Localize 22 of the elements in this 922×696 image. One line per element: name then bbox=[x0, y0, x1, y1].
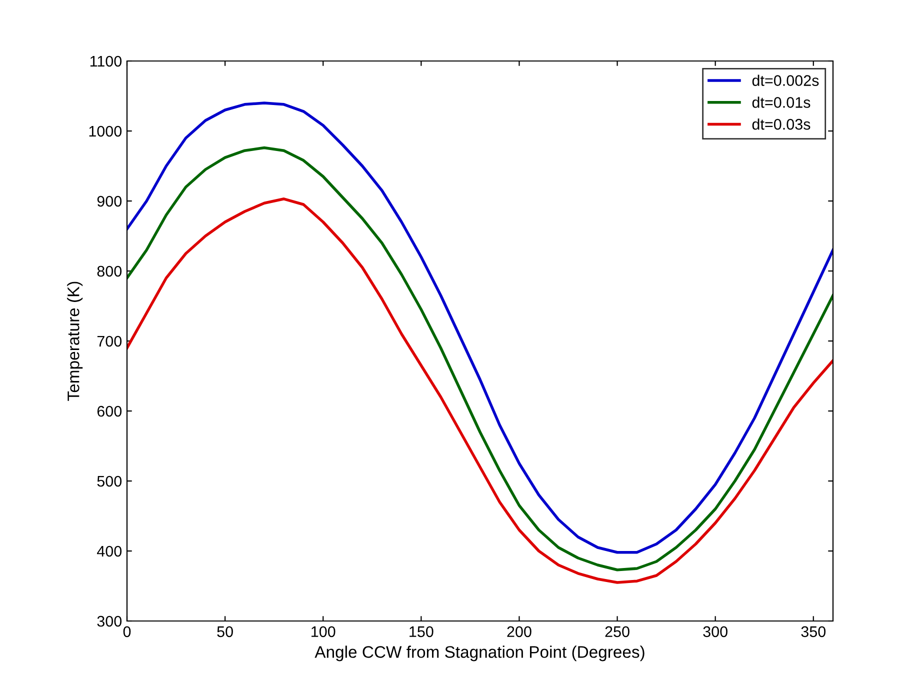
x-tick-label: 150 bbox=[410, 626, 434, 638]
y-tick-label: 300 bbox=[97, 616, 122, 627]
x-tick-label: 200 bbox=[507, 626, 532, 638]
legend-label: dt=0.002s bbox=[752, 74, 819, 86]
x-tick-label: 250 bbox=[605, 626, 630, 638]
x-tick-label: 0 bbox=[123, 626, 131, 638]
y-tick-label: 400 bbox=[97, 546, 122, 557]
x-tick-label: 50 bbox=[217, 626, 233, 638]
y-tick-label: 600 bbox=[97, 406, 122, 417]
y-tick-label: 500 bbox=[97, 476, 122, 487]
y-axis-title: Temperature (K) bbox=[67, 282, 83, 401]
legend-label: dt=0.01s bbox=[752, 96, 810, 108]
legend-label: dt=0.03s bbox=[752, 118, 810, 130]
y-tick-label: 1100 bbox=[90, 56, 122, 67]
x-tick-label: 350 bbox=[801, 626, 826, 638]
x-tick-label: 100 bbox=[312, 626, 336, 638]
y-tick-label: 900 bbox=[97, 196, 122, 207]
x-axis-title: Angle CCW from Stagnation Point (Degrees) bbox=[314, 646, 644, 662]
x-tick-label: 300 bbox=[703, 626, 728, 638]
y-tick-label: 800 bbox=[97, 266, 122, 277]
y-tick-label: 1000 bbox=[89, 126, 122, 137]
y-tick-label: 700 bbox=[97, 336, 122, 347]
